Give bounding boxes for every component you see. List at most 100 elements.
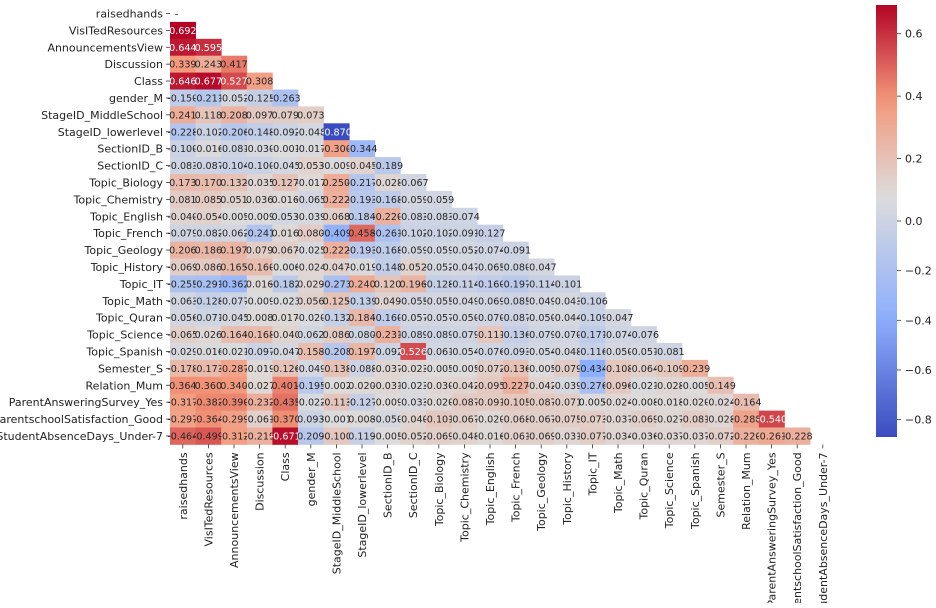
cell-label: -0.076 [475, 347, 506, 358]
cell-label: -0.061 [500, 431, 531, 442]
heatmap-cell [707, 410, 734, 428]
heatmap-cell [426, 326, 452, 344]
heatmap-cell [477, 258, 504, 276]
heatmap-cell [221, 427, 248, 445]
heatmap-cell [170, 309, 196, 327]
heatmap-cell [349, 343, 376, 361]
heatmap-cell [502, 326, 529, 344]
heatmap-cell [170, 393, 196, 411]
cell-label: -0.088 [347, 364, 378, 375]
cell-label: -0.052 [423, 262, 454, 273]
heatmap-cell [426, 427, 452, 445]
cell-label: -0.031 [372, 381, 403, 392]
heatmap-cell [426, 292, 452, 310]
cell-label: -0.132 [321, 313, 352, 324]
cell-label: -0.009 [372, 398, 403, 409]
cell-label: -0.005 [679, 381, 710, 392]
heatmap-cell [451, 393, 478, 411]
heatmap-cell [298, 326, 324, 344]
heatmap-cell [246, 343, 273, 361]
cell-label: -0.033 [398, 398, 429, 409]
heatmap-cell [374, 241, 401, 259]
cell-label: -0.045 [219, 313, 250, 324]
heatmap-cell [298, 309, 324, 327]
cell-label: 0.401 [271, 381, 298, 392]
cell-label: -0.160 [372, 313, 403, 324]
heatmap-cell [682, 376, 708, 395]
y-tick-label: VisITedResources [69, 24, 163, 37]
y-tick-label: Topic_Geology [84, 244, 164, 257]
cell-label: -0.001 [270, 144, 301, 155]
x-tick-label: Discussion [254, 452, 267, 511]
heatmap-cell [195, 38, 222, 57]
cell-label: -0.020 [295, 313, 326, 324]
heatmap-cell [170, 376, 196, 395]
heatmap-cell [374, 174, 401, 192]
heatmap-cell [272, 140, 299, 158]
heatmap-cell [246, 241, 273, 259]
cell-label: -0.149 [705, 381, 736, 392]
heatmap-cell [323, 140, 350, 158]
cell-label: 0.086 [323, 330, 350, 341]
heatmap-cell [605, 359, 632, 378]
cell-label: -0.211 [193, 93, 224, 104]
colorbar-tick-label: −0.8 [905, 414, 932, 427]
heatmap-cell [246, 309, 273, 327]
heatmap-cell [298, 241, 324, 259]
x-tick-label: AnnouncementsView [228, 452, 241, 568]
cell-label: 0.250 [323, 178, 350, 189]
cell-label: -0.079 [167, 229, 198, 240]
heatmap-cell [605, 427, 632, 445]
heatmap-cell [323, 309, 350, 327]
cell-label: -0.239 [679, 364, 710, 375]
heatmap-cell [246, 258, 273, 276]
cell-label: -0.043 [551, 296, 582, 307]
cell-label: 0.086 [195, 262, 222, 273]
heatmap-cell [246, 123, 273, 141]
heatmap-cell [195, 123, 222, 141]
x-tick-label: gender_M [305, 452, 318, 506]
cell-label: -0.297 [167, 415, 198, 426]
cell-label: -0.009 [244, 296, 275, 307]
heatmap-cell [579, 410, 606, 428]
x-tick-label: raisedhands [177, 452, 190, 519]
heatmap-cell [246, 157, 273, 175]
cell-label: -0.464 [167, 431, 198, 442]
heatmap-cell [426, 376, 452, 395]
cell-label: -0.049 [449, 296, 480, 307]
cell-label: -0.091 [475, 398, 506, 409]
cell-label: 0.067 [271, 246, 298, 257]
heatmap-cell [323, 410, 350, 428]
cell-label: -0.087 [449, 398, 480, 409]
cell-label: -0.261 [372, 229, 403, 240]
heatmap-cell [195, 241, 222, 259]
heatmap-cell [477, 241, 504, 259]
heatmap-cell [272, 89, 299, 107]
heatmap-cell [298, 275, 324, 293]
heatmap-cell [605, 343, 632, 361]
y-tick-label: Topic_Chemistry [73, 193, 164, 206]
cell-label: -0.042 [526, 381, 557, 392]
heatmap-cell [682, 393, 708, 411]
cell-label: -0.071 [193, 313, 224, 324]
cell-label: -0.499 [193, 431, 224, 442]
cell-label: -0.005 [372, 431, 403, 442]
cell-label: 0.017 [271, 313, 298, 324]
cell-label: 0.227 [502, 381, 529, 392]
cell-label: 0.644 [169, 43, 196, 54]
cell-label: -0.022 [295, 398, 326, 409]
cell-label: -0.195 [295, 381, 326, 392]
heatmap-cell [502, 343, 529, 361]
heatmap-cell [605, 326, 632, 344]
heatmap-cell [221, 140, 248, 158]
heatmap-cell [272, 343, 299, 361]
heatmap-cell [246, 190, 273, 209]
heatmap-cell [707, 393, 734, 411]
heatmap-cell [195, 72, 222, 90]
cell-label: -0.193 [347, 195, 378, 206]
cell-label: -0.059 [423, 195, 454, 206]
heatmap-cell [502, 359, 529, 378]
heatmap-cell [272, 393, 299, 411]
heatmap-cell [451, 326, 478, 344]
heatmap-cell [272, 224, 299, 242]
